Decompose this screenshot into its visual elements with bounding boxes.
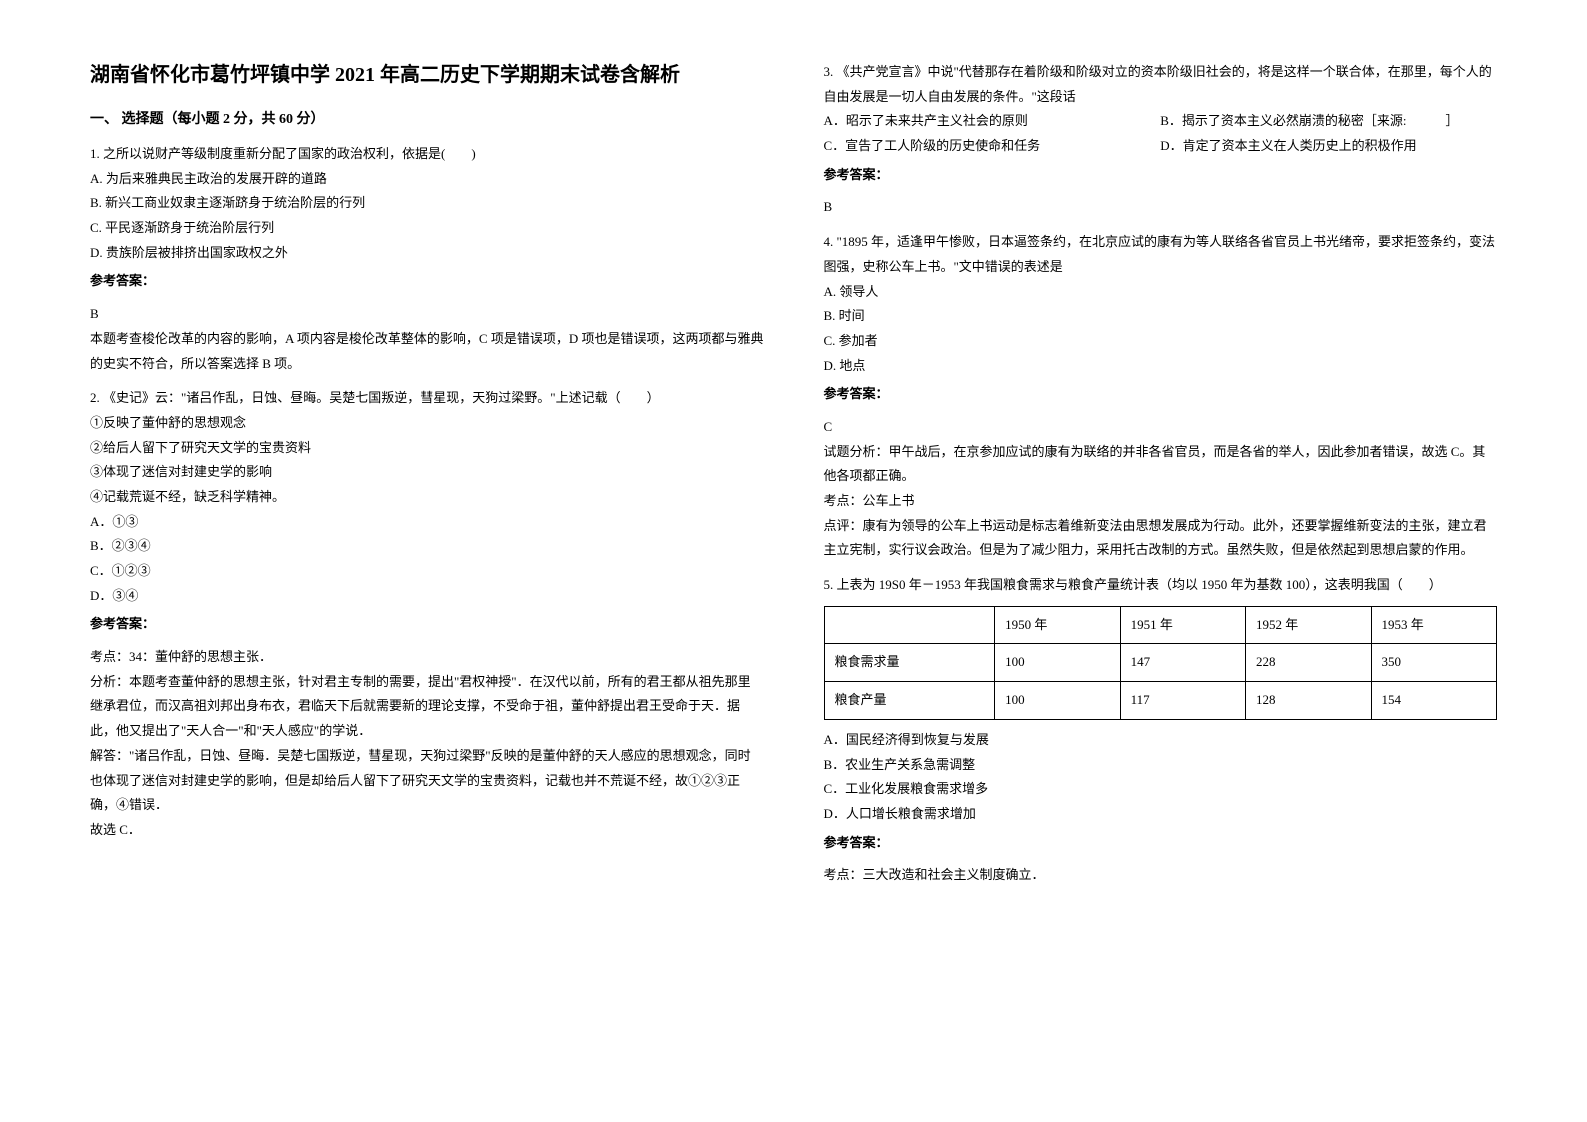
question-4: 4. "1895 年，适逢甲午惨败，日本逼签条约，在北京应试的康有为等人联络各省… [824,230,1498,563]
q4-option-c: C. 参加者 [824,329,1498,354]
q5-analysis: 考点：三大改造和社会主义制度确立． [824,863,1498,888]
exam-title: 湖南省怀化市葛竹坪镇中学 2021 年高二历史下学期期末试卷含解析 [90,60,764,90]
q4-analysis2: 考点：公车上书 [824,489,1498,514]
q5-answer-label: 参考答案： [824,831,1498,856]
q4-option-b: B. 时间 [824,304,1498,329]
q5-option-b: B．农业生产关系急需调整 [824,753,1498,778]
th-blank [824,606,995,644]
q2-answer-label: 参考答案： [90,612,764,637]
q1-option-a: A. 为后来雅典民主政治的发展开辟的道路 [90,167,764,192]
question-5: 5. 上表为 19S0 年－1953 年我国粮食需求与粮食产量统计表（均以 19… [824,573,1498,888]
q5-table: 1950 年 1951 年 1952 年 1953 年 粮食需求量 100 14… [824,606,1498,720]
q1-option-c: C. 平民逐渐跻身于统治阶层行列 [90,216,764,241]
q2-stmt4: ④记载荒诞不经，缺乏科学精神。 [90,485,764,510]
q3-answer: B [824,195,1498,220]
q3-option-c: C．宣告了工人阶级的历史使命和任务 [824,134,1161,159]
question-3: 3. 《共产党宣言》中说"代替那存在着阶级和阶级对立的资本阶级旧社会的，将是这样… [824,60,1498,220]
question-1: 1. 之所以说财产等级制度重新分配了国家的政治权利，依据是( ) A. 为后来雅… [90,142,764,376]
q4-answer: C [824,415,1498,440]
q1-answer-label: 参考答案： [90,269,764,294]
q2-stmt2: ②给后人留下了研究天文学的宝贵资料 [90,436,764,461]
q3-option-d: D．肯定了资本主义在人类历史上的积极作用 [1160,134,1497,159]
table-row: 粮食产量 100 117 128 154 [824,682,1497,720]
td-demand-1953: 350 [1371,644,1497,682]
q3-answer-label: 参考答案： [824,163,1498,188]
q4-option-a: A. 领导人 [824,280,1498,305]
q2-analysis-label: 考点：34：董仲舒的思想主张． [90,645,764,670]
q1-stem: 1. 之所以说财产等级制度重新分配了国家的政治权利，依据是( ) [90,142,764,167]
q3-option-b: B．揭示了资本主义必然崩溃的秘密［来源: ］ [1160,109,1497,134]
q2-option-d: D．③④ [90,584,764,609]
q4-option-d: D. 地点 [824,354,1498,379]
q4-stem: 4. "1895 年，适逢甲午惨败，日本逼签条约，在北京应试的康有为等人联络各省… [824,230,1498,279]
q2-stem: 2. 《史记》云："诸吕作乱，日蚀、昼晦。吴楚七国叛逆，彗星现，天狗过梁野。"上… [90,386,764,411]
q4-analysis3: 点评：康有为领导的公车上书运动是标志着维新变法由思想发展成为行动。此外，还要掌握… [824,514,1498,563]
q1-option-b: B. 新兴工商业奴隶主逐渐跻身于统治阶层的行列 [90,191,764,216]
section-header: 一、 选择题（每小题 2 分，共 60 分） [90,108,764,128]
th-1950: 1950 年 [995,606,1120,644]
q5-stem: 5. 上表为 19S0 年－1953 年我国粮食需求与粮食产量统计表（均以 19… [824,573,1498,598]
q3-options-row2: C．宣告了工人阶级的历史使命和任务 D．肯定了资本主义在人类历史上的积极作用 [824,134,1498,159]
q4-analysis1: 试题分析：甲午战后，在京参加应试的康有为联络的并非各省官员，而是各省的举人，因此… [824,440,1498,489]
q2-stmt3: ③体现了迷信对封建史学的影响 [90,460,764,485]
q2-option-b: B．②③④ [90,534,764,559]
page-container: 湖南省怀化市葛竹坪镇中学 2021 年高二历史下学期期末试卷含解析 一、 选择题… [90,60,1497,1082]
table-header-row: 1950 年 1951 年 1952 年 1953 年 [824,606,1497,644]
q4-answer-label: 参考答案： [824,382,1498,407]
q3-options-row1: A．昭示了未来共产主义社会的原则 B．揭示了资本主义必然崩溃的秘密［来源: ］ [824,109,1498,134]
left-column: 湖南省怀化市葛竹坪镇中学 2021 年高二历史下学期期末试卷含解析 一、 选择题… [90,60,764,1082]
td-label-output: 粮食产量 [824,682,995,720]
th-1951: 1951 年 [1120,606,1245,644]
th-1952: 1952 年 [1246,606,1371,644]
q1-option-d: D. 贵族阶层被排挤出国家政权之外 [90,241,764,266]
td-output-1951: 117 [1120,682,1245,720]
th-1953: 1953 年 [1371,606,1497,644]
q5-option-a: A．国民经济得到恢复与发展 [824,728,1498,753]
question-2: 2. 《史记》云："诸吕作乱，日蚀、昼晦。吴楚七国叛逆，彗星现，天狗过梁野。"上… [90,386,764,842]
td-output-1952: 128 [1246,682,1371,720]
q3-option-a: A．昭示了未来共产主义社会的原则 [824,109,1161,134]
q2-stmt1: ①反映了董仲舒的思想观念 [90,411,764,436]
q1-answer: B [90,302,764,327]
td-demand-1952: 228 [1246,644,1371,682]
td-output-1950: 100 [995,682,1120,720]
q3-stem: 3. 《共产党宣言》中说"代替那存在着阶级和阶级对立的资本阶级旧社会的，将是这样… [824,60,1498,109]
right-column: 3. 《共产党宣言》中说"代替那存在着阶级和阶级对立的资本阶级旧社会的，将是这样… [824,60,1498,1082]
q2-analysis3: 故选 C． [90,818,764,843]
q2-analysis1: 分析：本题考查董仲舒的思想主张，针对君主专制的需要，提出"君权神授"．在汉代以前… [90,670,764,744]
q1-analysis: 本题考查梭伦改革的内容的影响，A 项内容是梭伦改革整体的影响，C 项是错误项，D… [90,327,764,376]
td-demand-1951: 147 [1120,644,1245,682]
q2-option-c: C．①②③ [90,559,764,584]
q2-analysis2: 解答："诸吕作乱，日蚀、昼晦．吴楚七国叛逆，彗星现，天狗过梁野"反映的是董仲舒的… [90,744,764,818]
td-output-1953: 154 [1371,682,1497,720]
q5-option-c: C．工业化发展粮食需求增多 [824,777,1498,802]
td-label-demand: 粮食需求量 [824,644,995,682]
table-row: 粮食需求量 100 147 228 350 [824,644,1497,682]
q5-option-d: D．人口增长粮食需求增加 [824,802,1498,827]
q2-option-a: A．①③ [90,510,764,535]
td-demand-1950: 100 [995,644,1120,682]
